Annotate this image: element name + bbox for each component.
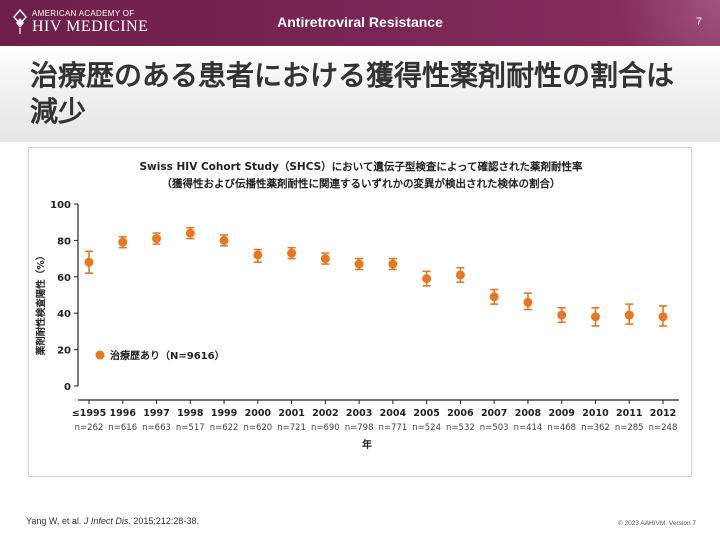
data-point xyxy=(658,312,668,322)
data-point xyxy=(624,310,634,320)
data-point xyxy=(219,235,229,245)
data-point xyxy=(388,259,398,269)
x-tick-label: 2009 xyxy=(548,408,574,419)
data-point xyxy=(320,254,330,264)
data-point xyxy=(253,250,263,260)
x-tick-label: 2001 xyxy=(278,408,304,419)
y-axis-label: 薬剤耐性検査陽性（%） xyxy=(35,251,47,357)
x-tick-label: 2007 xyxy=(481,408,507,419)
data-point xyxy=(455,270,465,280)
n-label: n=503 xyxy=(480,423,509,433)
chart-subtitle: （獲得性および伝播性薬剤耐性に関連するいずれかの変異が検出された検体の割合） xyxy=(162,177,561,190)
citation-authors: Yang W, et al. xyxy=(26,516,84,526)
x-tick-label: 2006 xyxy=(447,408,474,419)
logo-mark-icon xyxy=(13,9,27,34)
y-tick-label: 60 xyxy=(57,273,71,284)
header-bar: AMERICAN ACADEMY OF HIV MEDICINE Antiret… xyxy=(0,0,720,46)
y-tick-label: 40 xyxy=(57,309,71,320)
data-point xyxy=(287,248,297,258)
data-point xyxy=(354,259,364,269)
citation: Yang W, et al. J Infect Dis. 2015;212:28… xyxy=(26,516,199,526)
x-tick-label: ≤1995 xyxy=(72,408,106,419)
n-label: n=616 xyxy=(108,423,137,433)
x-tick-label: 2000 xyxy=(245,408,272,419)
x-tick-label: 2003 xyxy=(346,408,372,419)
data-point xyxy=(422,274,432,284)
n-label: n=690 xyxy=(311,423,340,433)
n-label: n=524 xyxy=(412,423,441,433)
y-tick-label: 100 xyxy=(50,200,71,211)
x-tick-label: 2005 xyxy=(413,408,439,419)
data-point xyxy=(84,257,94,267)
title-band xyxy=(0,46,720,142)
x-tick-label: 1996 xyxy=(110,408,137,419)
n-label: n=721 xyxy=(277,423,306,433)
chart-title: Swiss HIV Cohort Study（SHCS）において遺伝子型検査によ… xyxy=(139,160,583,173)
x-tick-label: 2008 xyxy=(515,408,542,419)
x-tick-label: 2004 xyxy=(380,408,407,419)
n-label: n=362 xyxy=(581,423,610,433)
n-label: n=622 xyxy=(210,423,239,433)
section-title: Antiretroviral Resistance xyxy=(277,14,443,30)
x-axis-label: 年 xyxy=(362,438,372,451)
n-label: n=248 xyxy=(649,423,678,433)
n-label: n=771 xyxy=(379,423,408,433)
n-label: n=414 xyxy=(514,423,543,433)
slide-title: 治療歴のある患者における獲得性薬剤耐性の割合は減少 xyxy=(30,59,675,128)
logo-text-line2: HIV MEDICINE xyxy=(32,18,149,35)
data-point xyxy=(557,310,567,320)
data-point xyxy=(523,297,533,307)
citation-details: . 2015;212:28-38. xyxy=(128,516,199,526)
n-label: n=620 xyxy=(243,423,272,433)
y-tick-label: 0 xyxy=(64,382,71,393)
n-label: n=517 xyxy=(176,423,205,433)
copyright: © 2023 AAHIVM. Version 7 xyxy=(617,520,696,527)
y-tick-label: 20 xyxy=(57,346,71,357)
y-tick-label: 80 xyxy=(57,236,71,247)
n-label: n=285 xyxy=(615,423,644,433)
data-point xyxy=(185,228,195,238)
chart-panel: Swiss HIV Cohort Study（SHCS）において遺伝子型検査によ… xyxy=(28,147,692,477)
data-point xyxy=(152,234,162,244)
legend-label: 治療歴あり（N=9616） xyxy=(110,349,225,362)
aahivm-logo: AMERICAN ACADEMY OF HIV MEDICINE xyxy=(12,7,162,41)
n-label: n=262 xyxy=(75,423,104,433)
n-label: n=468 xyxy=(547,423,576,433)
logo-text-line1: AMERICAN ACADEMY OF xyxy=(32,9,135,18)
x-tick-label: 2002 xyxy=(312,408,338,419)
x-tick-label: 2012 xyxy=(650,408,676,419)
legend-marker xyxy=(95,350,105,360)
x-tick-label: 1997 xyxy=(143,408,169,419)
data-point xyxy=(590,312,600,322)
n-label: n=798 xyxy=(345,423,374,433)
resistance-chart: Swiss HIV Cohort Study（SHCS）において遺伝子型検査によ… xyxy=(35,160,679,451)
n-label: n=663 xyxy=(142,423,171,433)
x-tick-label: 2010 xyxy=(582,408,609,419)
x-tick-label: 1999 xyxy=(211,408,237,419)
citation-journal: J Infect Dis xyxy=(83,516,129,526)
x-tick-label: 2011 xyxy=(616,408,642,419)
data-point xyxy=(118,237,128,247)
data-point xyxy=(489,292,499,302)
page-number: 7 xyxy=(695,16,702,28)
x-tick-label: 1998 xyxy=(177,408,204,419)
n-label: n=532 xyxy=(446,423,475,433)
